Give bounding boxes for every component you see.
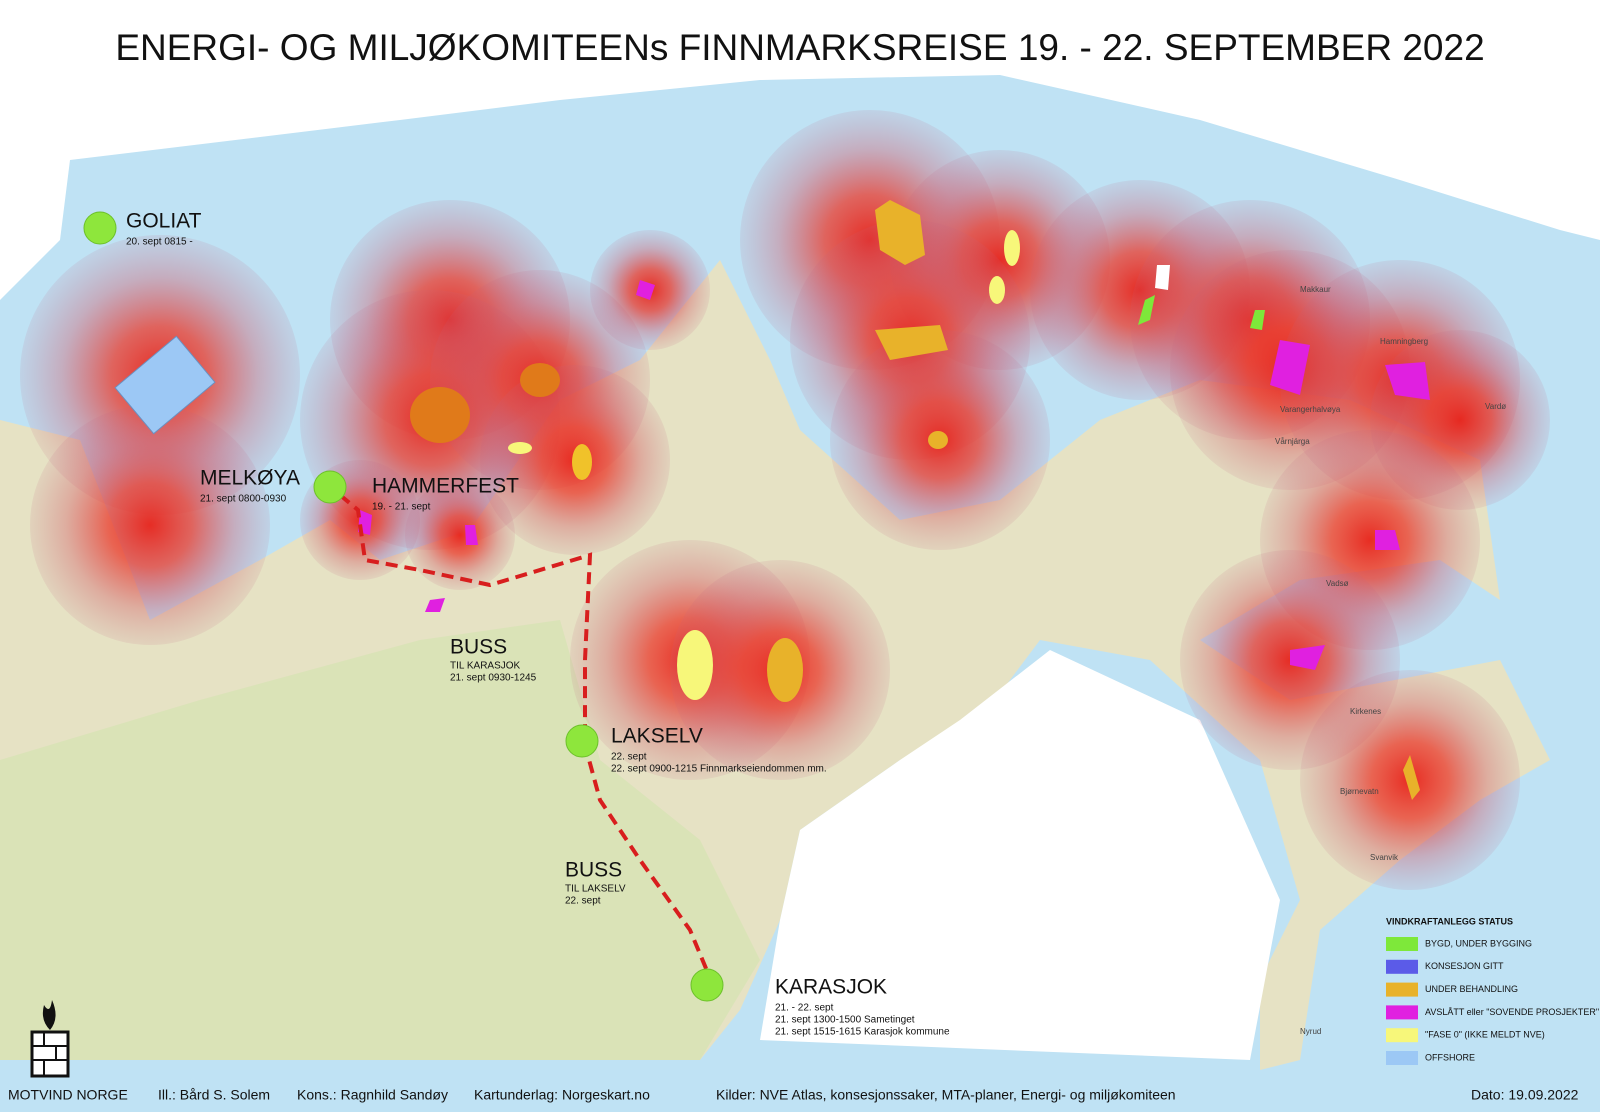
footer-map-base: Kartunderlag: Norgeskart.no [474,1087,650,1103]
site [989,276,1005,304]
site [767,638,803,702]
site [508,442,532,454]
site-offshore [114,335,216,435]
site [465,525,478,545]
bus-destination: TIL LAKSELV [565,884,626,895]
stop-detail: 19. - 21. sept [372,502,431,513]
footer-sources: Kilder: NVE Atlas, konsesjonssaker, MTA-… [716,1087,1176,1103]
place-label: Bjørnevatn [1340,787,1379,796]
legend-label: UNDER BEHANDLING [1425,984,1518,994]
stop-detail: 21. - 22. sept [775,1003,834,1014]
stop-marker [565,724,599,758]
legend-swatch [1386,982,1418,997]
footer-consultant: Kons.: Ragnhild Sandøy [297,1087,448,1103]
stop-marker [690,968,724,1002]
footer-organization: MOTVIND NORGE [8,1087,128,1103]
stop-name: LAKSELV [611,725,703,748]
stop-detail: 21. sept 1300-1500 Sametinget [775,1015,915,1026]
stop-name: GOLIAT [126,210,202,233]
stop-detail: 22. sept 0900-1215 Finnmarkseiendommen m… [611,764,827,775]
bus-time: 21. sept 0930-1245 [450,673,537,684]
place-label: Svanvik [1370,853,1399,862]
bus-label: BUSS [450,636,507,659]
place-label: Nyrud [1300,1027,1321,1036]
footer-date: Dato: 19.09.2022 [1471,1087,1579,1103]
place-label: Kirkenes [1350,707,1381,716]
legend-swatch [1386,1028,1418,1043]
bus-time: 22. sept [565,896,601,907]
place-label: Varangerhalvøya [1280,405,1341,414]
place-label: Hamningberg [1380,337,1428,346]
site [1155,265,1170,290]
legend-label: AVSLÅTT eller "SOVENDE PROSJEKTER" [1425,1007,1599,1017]
site [1004,230,1020,266]
stop-marker [313,470,347,504]
legend-swatch [1386,1005,1418,1020]
wind-sites [114,200,1430,800]
stop-detail: 22. sept [611,752,647,763]
stop-name: MELKØYA [200,467,300,490]
site [1375,530,1400,550]
place-label: Vardø [1485,402,1506,411]
site [875,200,925,265]
buffer-zone [30,405,270,645]
site [1403,755,1420,800]
title: ENERGI- OG MILJØKOMITEENs FINNMARKSREISE… [115,27,1484,68]
stop-marker [83,211,117,245]
place-label: Vadsø [1326,579,1349,588]
legend: VINDKRAFTANLEGG STATUS BYGD, UNDER BYGGI… [1386,916,1599,1065]
stop-name: HAMMERFEST [372,475,519,498]
site [425,598,445,612]
site [928,431,948,449]
site [410,387,470,443]
legend-swatch [1386,1051,1418,1065]
logo [30,1000,70,1078]
legend-title: VINDKRAFTANLEGG STATUS [1386,916,1513,926]
site [1270,340,1310,395]
site [1385,362,1430,400]
legend-swatch [1386,937,1418,951]
legend-swatch [1386,959,1418,974]
site [875,325,948,360]
stop-detail: 21. sept 0800-0930 [200,494,287,505]
site [1138,295,1155,325]
site [636,280,655,300]
bus-destination: TIL KARASJOK [450,661,521,672]
place-label: Vårnjárga [1275,437,1310,446]
legend-label: KONSESJON GITT [1425,961,1504,971]
buffer-zone [405,480,515,590]
site [572,444,592,480]
footer-illustration: Ill.: Bård S. Solem [158,1087,270,1103]
legend-label: OFFSHORE [1425,1052,1475,1062]
legend-label: "FASE 0" (IKKE MELDT NVE) [1425,1030,1545,1040]
site [520,363,560,397]
site [1290,645,1325,670]
site [677,630,713,700]
place-label: Makkaur [1300,285,1331,294]
bus-label: BUSS [565,859,622,882]
bus-route [338,493,717,991]
stop-name: KARASJOK [775,976,887,999]
finland-blank [760,650,1280,1060]
footer: MOTVIND NORGE Ill.: Bård S. Solem Kons.: R… [8,1087,1579,1103]
stop-detail: 21. sept 1515-1615 Karasjok kommune [775,1027,950,1038]
site [1250,310,1265,330]
legend-label: BYGD, UNDER BYGGING [1425,938,1532,948]
stop-detail: 20. sept 0815 - [126,237,193,248]
